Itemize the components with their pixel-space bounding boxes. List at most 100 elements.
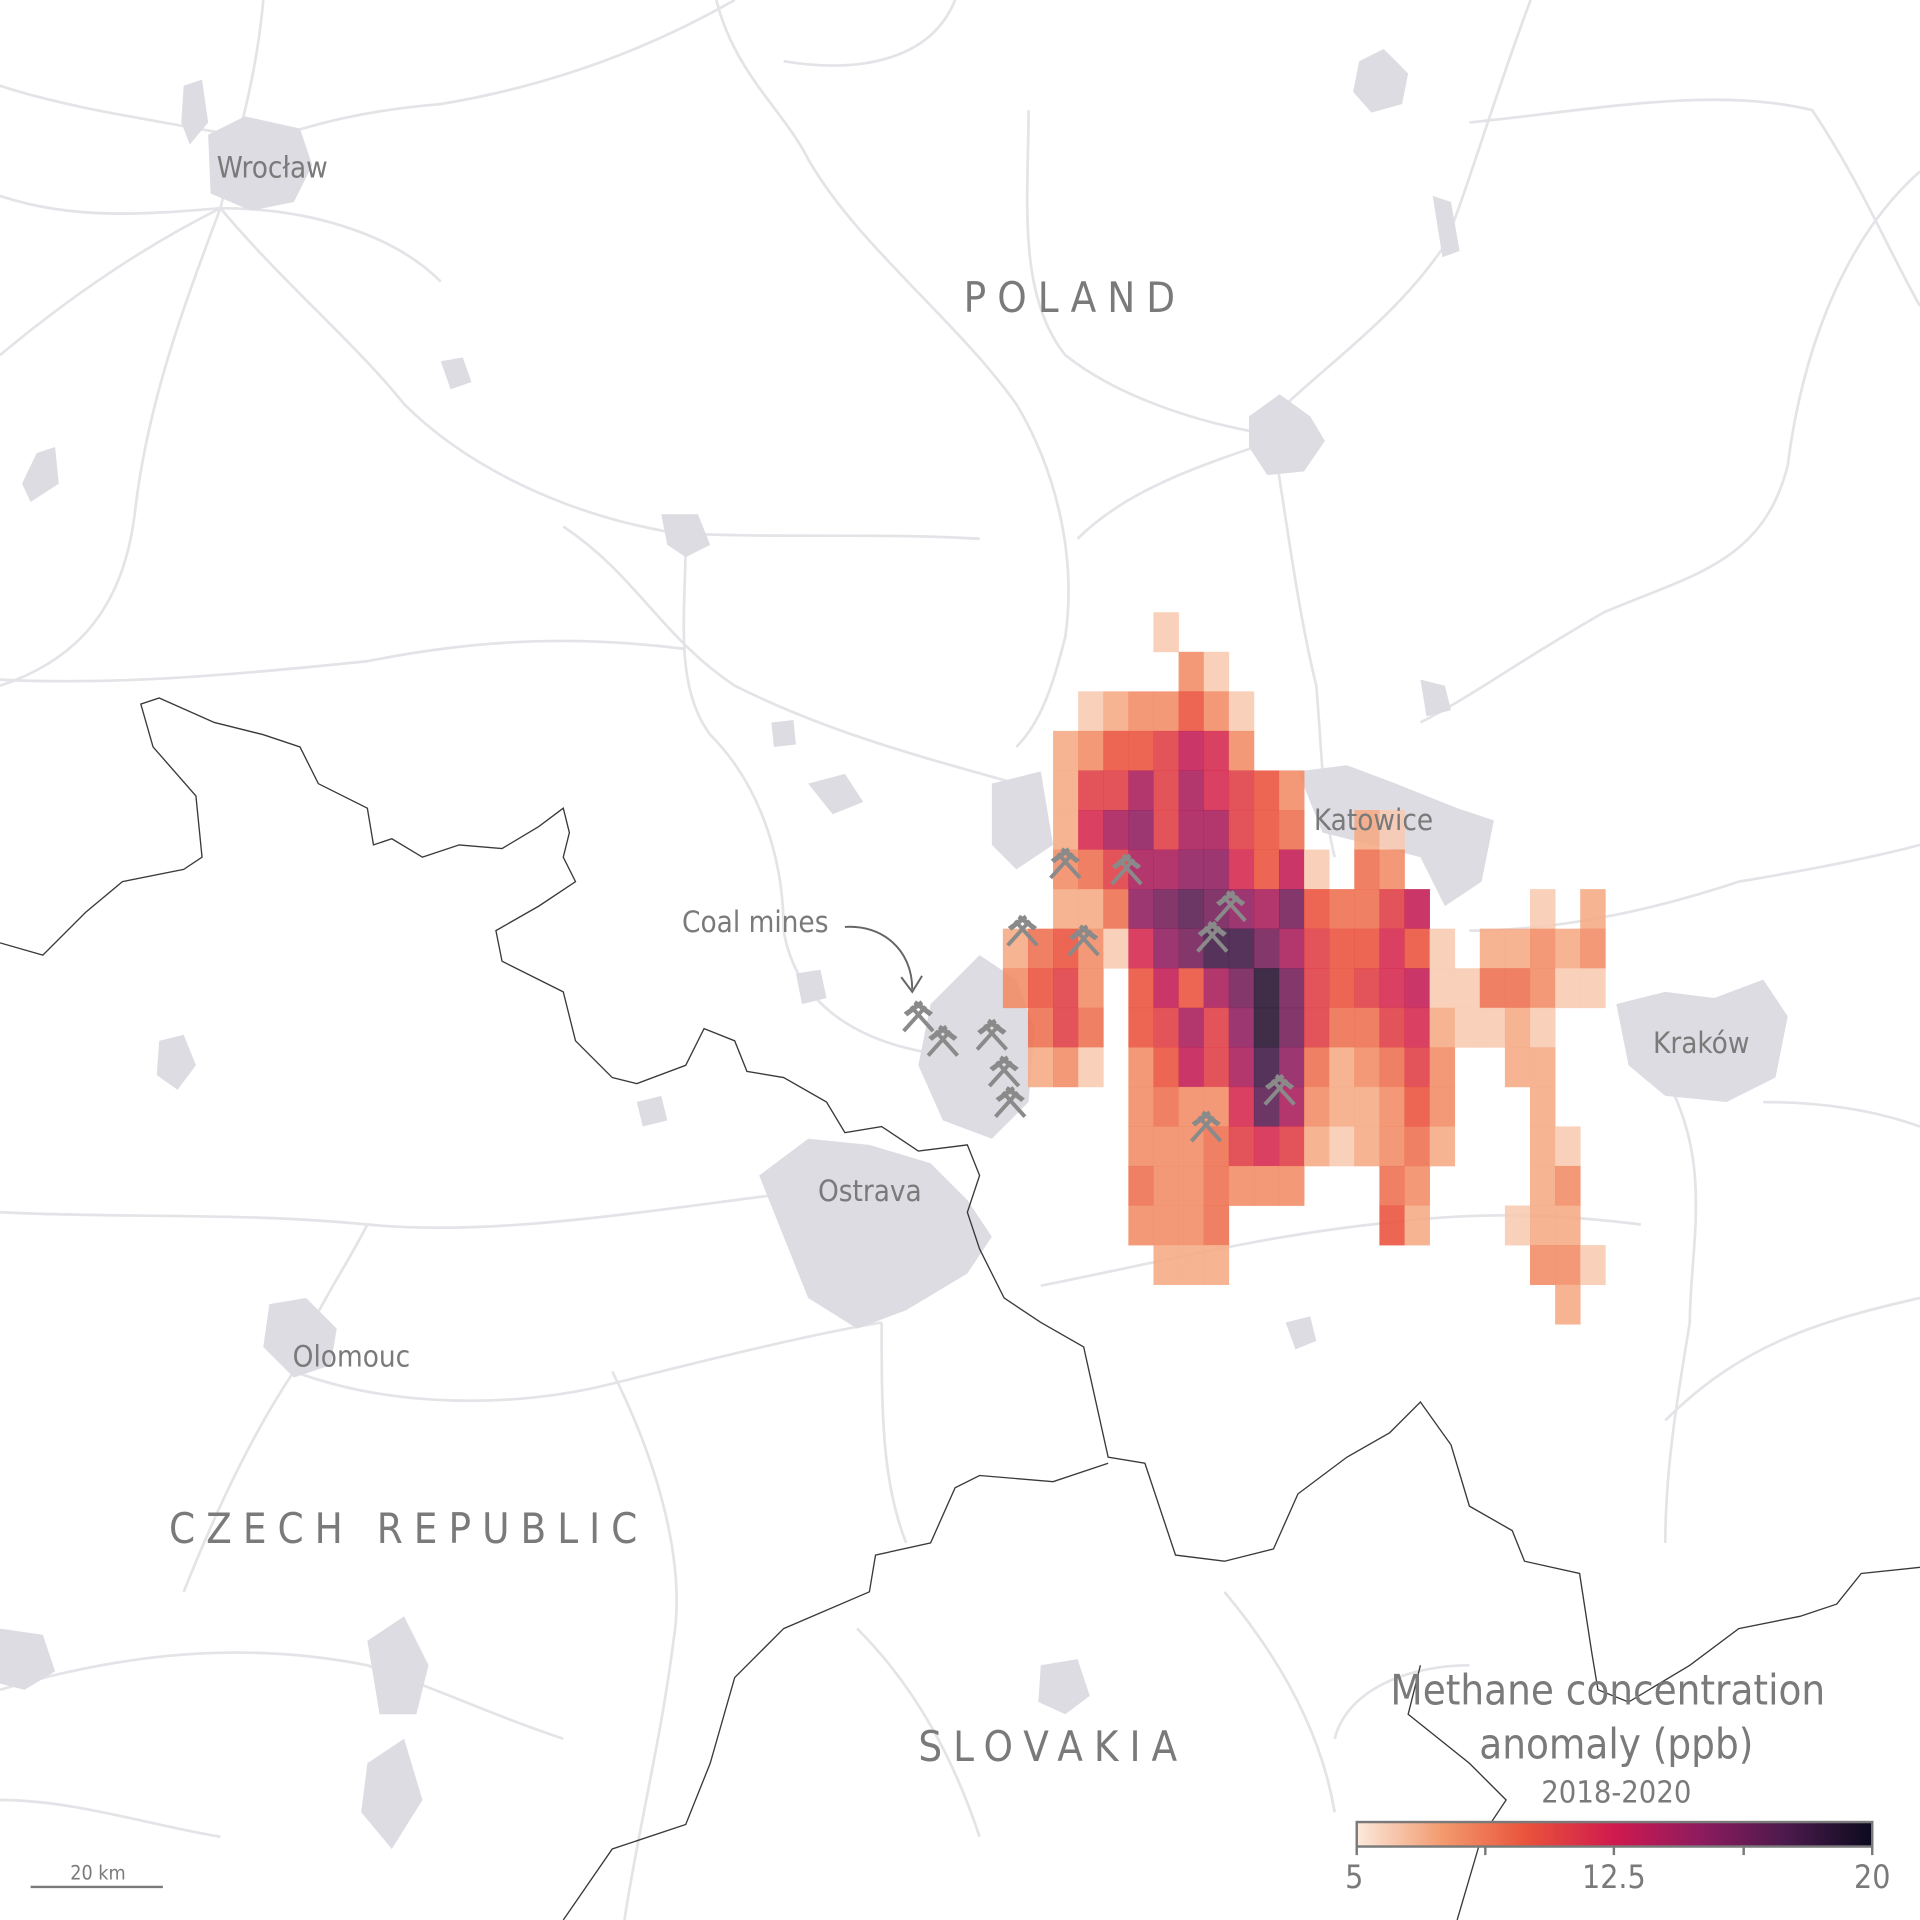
coal-mine-icon (994, 1086, 1027, 1119)
legend: Methane concentration anomaly (ppb) 2018… (1345, 1665, 1890, 1896)
methane-cell (1304, 968, 1330, 1009)
methane-cell (1253, 1126, 1280, 1167)
methane-cell (1178, 770, 1205, 811)
coal-mines-annotation: Coal mines (682, 905, 828, 939)
coal-mine-icon (1189, 1110, 1223, 1143)
methane-cell (1454, 1007, 1481, 1048)
methane-cell (1278, 1126, 1305, 1167)
methane-cell (1504, 968, 1531, 1009)
methane-cell (1128, 1086, 1154, 1127)
arrowhead-icon (900, 975, 923, 994)
colorbar-tick-max: 20 (1854, 1858, 1890, 1896)
colorbar-ticks (1355, 1846, 1874, 1856)
methane-cell (1555, 928, 1581, 969)
methane-cell (1078, 968, 1104, 1009)
methane-cell (1404, 1047, 1430, 1088)
methane-cell (1379, 1086, 1405, 1127)
methane-cell (1153, 810, 1179, 850)
methane-cell (1404, 1205, 1430, 1246)
scale-bar-label: 20 km (70, 1862, 125, 1885)
coal-mine-icon (1110, 853, 1143, 886)
methane-cell (1053, 1047, 1079, 1088)
methane-cell (1404, 968, 1430, 1009)
methane-cell (1078, 770, 1104, 811)
coal-mine-icon (1263, 1073, 1296, 1106)
methane-cell (1203, 1047, 1230, 1088)
methane-cell (1379, 1007, 1405, 1048)
methane-cell (1053, 968, 1079, 1009)
methane-cell (1555, 1165, 1581, 1206)
methane-cell (1329, 1047, 1355, 1088)
coal-mine-icon (1049, 847, 1082, 880)
methane-cell (1078, 691, 1104, 732)
methane-cell (1228, 849, 1255, 890)
methane-cell (1153, 889, 1179, 930)
methane-cell (1153, 1047, 1179, 1088)
methane-cell (1530, 1086, 1556, 1127)
methane-cell (1153, 730, 1179, 771)
methane-cell (1253, 770, 1280, 811)
methane-cell (1278, 1007, 1305, 1048)
methane-cell (1404, 1165, 1430, 1206)
methane-cell (1103, 810, 1129, 850)
methane-cell (1128, 1126, 1154, 1167)
methane-cell (1278, 889, 1305, 930)
methane-cell (1379, 1165, 1405, 1206)
methane-cell (1178, 1165, 1205, 1206)
methane-cell (1153, 1165, 1179, 1206)
methane-cell (1153, 1126, 1179, 1167)
methane-cell (1278, 810, 1305, 850)
methane-cell (1128, 889, 1154, 930)
methane-cell (1379, 968, 1405, 1009)
methane-cell (1128, 1007, 1154, 1048)
methane-cell (1203, 1007, 1230, 1048)
methane-cell (1128, 1047, 1154, 1088)
scale-bar: 20 km (30, 1862, 163, 1889)
methane-cell (1504, 928, 1531, 969)
methane-cell (1329, 1086, 1355, 1127)
methane-cell (1178, 730, 1205, 771)
methane-cell (1580, 1245, 1606, 1285)
methane-cell (1228, 1126, 1255, 1167)
methane-cell (1278, 928, 1305, 969)
methane-cell (1329, 968, 1355, 1009)
methane-cell (1027, 1007, 1054, 1048)
methane-cell (1429, 1007, 1456, 1048)
methane-cell (1354, 1126, 1380, 1167)
country-borders (0, 697, 1920, 1920)
coal-mine-icon (1214, 890, 1247, 923)
coal-mines-layer (902, 847, 1296, 1143)
methane-cell (1354, 968, 1380, 1009)
methane-cell (1228, 1047, 1255, 1088)
methane-cell (1153, 968, 1179, 1009)
methane-cell (1128, 770, 1154, 811)
methane-cell (1354, 849, 1380, 890)
methane-cell (1354, 810, 1380, 850)
methane-cell (1203, 1126, 1230, 1167)
country-label-czech-republic: CZECH REPUBLIC (169, 1504, 648, 1553)
methane-cell (1555, 1284, 1581, 1325)
methane-cell (1530, 1245, 1556, 1285)
methane-cell (1404, 1007, 1430, 1048)
methane-cell (1379, 889, 1405, 930)
methane-cell (1329, 928, 1355, 969)
methane-cell (1078, 1047, 1104, 1088)
city-label-krakow: Kraków (1653, 1026, 1749, 1060)
methane-cell (1153, 1245, 1179, 1285)
methane-cell (1379, 928, 1405, 969)
methane-cell (1329, 1126, 1355, 1167)
methane-cell (1153, 612, 1179, 653)
methane-cell (1404, 889, 1430, 930)
methane-cell (1203, 849, 1230, 890)
methane-cell (1103, 770, 1129, 811)
methane-cell (1404, 928, 1430, 969)
methane-cell (1228, 968, 1255, 1009)
methane-cell (1103, 691, 1129, 732)
methane-cell (1530, 1047, 1556, 1088)
methane-cell (1354, 1047, 1380, 1088)
methane-cell (1027, 968, 1054, 1009)
methane-cell (1128, 928, 1154, 969)
methane-cell (1203, 968, 1230, 1009)
